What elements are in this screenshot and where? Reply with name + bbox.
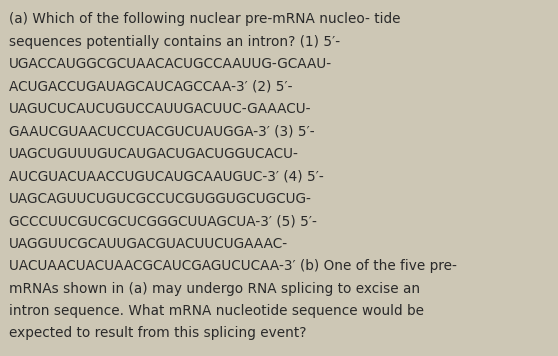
Text: UACUAACUACUAACGCAUCGAGUCUCAA-3′ (b) One of the five pre-: UACUAACUACUAACGCAUCGAGUCUCAA-3′ (b) One …: [9, 259, 457, 273]
Text: UAGCUGUUUGUCAUGACUGACUGGUCACU-: UAGCUGUUUGUCAUGACUGACUGGUCACU-: [9, 147, 299, 161]
Text: sequences potentially contains an intron? (1) 5′-: sequences potentially contains an intron…: [9, 35, 340, 49]
Text: UAGGUUCGCAUUGACGUACUUCUGAAAC-: UAGGUUCGCAUUGACGUACUUCUGAAAC-: [9, 237, 288, 251]
Text: GCCCUUCGUCGCUCGGGCUUAGCUA-3′ (5) 5′-: GCCCUUCGUCGCUCGGGCUUAGCUA-3′ (5) 5′-: [9, 214, 317, 228]
Text: ACUGACCUGAUAGCAUCAGCCAA-3′ (2) 5′-: ACUGACCUGAUAGCAUCAGCCAA-3′ (2) 5′-: [9, 80, 292, 94]
Text: UAGUCUCAUCUGUCCAUUGACUUC-GAAACU-: UAGUCUCAUCUGUCCAUUGACUUC-GAAACU-: [9, 102, 311, 116]
Text: (a) Which of the following nuclear pre-mRNA nucleo- tide: (a) Which of the following nuclear pre-m…: [9, 12, 401, 26]
Text: UGACCAUGGCGCUAACACUGCCAAUUG-GCAAU-: UGACCAUGGCGCUAACACUGCCAAUUG-GCAAU-: [9, 57, 332, 71]
Text: expected to result from this splicing event?: expected to result from this splicing ev…: [9, 326, 306, 340]
Text: AUCGUACUAACCUGUCAUGCAAUGUC-3′ (4) 5′-: AUCGUACUAACCUGUCAUGCAAUGUC-3′ (4) 5′-: [9, 169, 324, 183]
Text: intron sequence. What mRNA nucleotide sequence would be: intron sequence. What mRNA nucleotide se…: [9, 304, 424, 318]
Text: mRNAs shown in (a) may undergo RNA splicing to excise an: mRNAs shown in (a) may undergo RNA splic…: [9, 282, 420, 295]
Text: GAAUCGUAACUCCUACGUCUAUGGA-3′ (3) 5′-: GAAUCGUAACUCCUACGUCUAUGGA-3′ (3) 5′-: [9, 125, 315, 138]
Text: UAGCAGUUCUGUCGCCUCGUGGUGCUGCUG-: UAGCAGUUCUGUCGCCUCGUGGUGCUGCUG-: [9, 192, 312, 206]
